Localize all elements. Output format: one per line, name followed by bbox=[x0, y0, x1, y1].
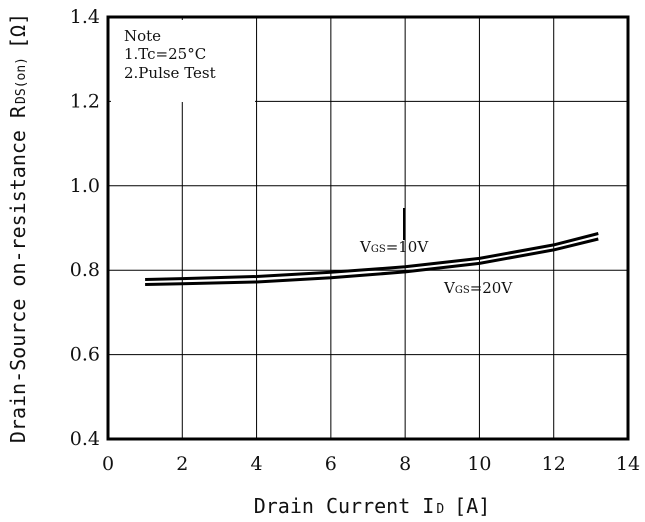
y-tick-label: 0.8 bbox=[70, 259, 100, 281]
series-label-vgs-20v-sub: GS bbox=[455, 285, 470, 296]
x-tick-label: 4 bbox=[251, 453, 263, 475]
x-axis-label-main: Drain Current I bbox=[254, 494, 435, 518]
x-tick-label: 12 bbox=[542, 453, 566, 475]
series-line-vgs-10v bbox=[145, 232, 599, 281]
tick-labels: 0 2 4 6 8 10 12 14 0.4 0.6 0.8 1.0 1.2 1.4 bbox=[70, 6, 640, 475]
x-tick-label: 0 bbox=[102, 453, 114, 475]
series-label-vgs-20v-main: V bbox=[443, 279, 456, 297]
series-group bbox=[145, 232, 599, 286]
series-label-vgs-10v-main: V bbox=[359, 238, 372, 256]
series-label-vgs-10v-sub: GS bbox=[371, 244, 386, 255]
y-tick-label: 1.4 bbox=[70, 6, 100, 28]
note-title: Note bbox=[124, 27, 161, 45]
note-background bbox=[111, 20, 255, 102]
y-tick-label: 0.6 bbox=[70, 344, 100, 366]
x-tick-label: 2 bbox=[176, 453, 188, 475]
y-axis-label: Drain-Source on-resistance RDS(on) [Ω] bbox=[6, 13, 30, 443]
x-axis-label: Drain Current I D [A] bbox=[254, 494, 491, 518]
x-tick-label: 8 bbox=[399, 453, 411, 475]
x-tick-label: 10 bbox=[467, 453, 491, 475]
series-line-vgs-20v bbox=[145, 237, 599, 286]
plot-frame bbox=[106, 15, 630, 441]
y-tick-label: 0.4 bbox=[70, 428, 100, 450]
series-label-vgs-20v: VGS=20V bbox=[443, 279, 513, 297]
x-tick-label: 6 bbox=[325, 453, 337, 475]
note-line-pulse-test: 2.Pulse Test bbox=[124, 64, 216, 82]
y-tick-label: 1.0 bbox=[70, 175, 100, 197]
y-axis-label-sub: DS(on) bbox=[14, 57, 29, 104]
x-axis-label-sub: D bbox=[436, 502, 444, 517]
x-axis-label-unit: [A] bbox=[454, 494, 490, 518]
x-tick-label: 14 bbox=[616, 453, 640, 475]
note-line-temperature: 1.Tc=25°C bbox=[124, 45, 206, 63]
y-tick-label: 1.2 bbox=[70, 90, 100, 112]
y-axis-label-main: Drain-Source on-resistance R bbox=[6, 105, 30, 443]
series-label-vgs-20v-rest: =20V bbox=[470, 279, 514, 297]
series-label-vgs-10v: VGS=10V bbox=[359, 238, 429, 256]
y-axis-label-unit: [Ω] bbox=[6, 13, 30, 49]
grid bbox=[108, 17, 628, 439]
series-label-vgs-10v-rest: =10V bbox=[386, 238, 430, 256]
